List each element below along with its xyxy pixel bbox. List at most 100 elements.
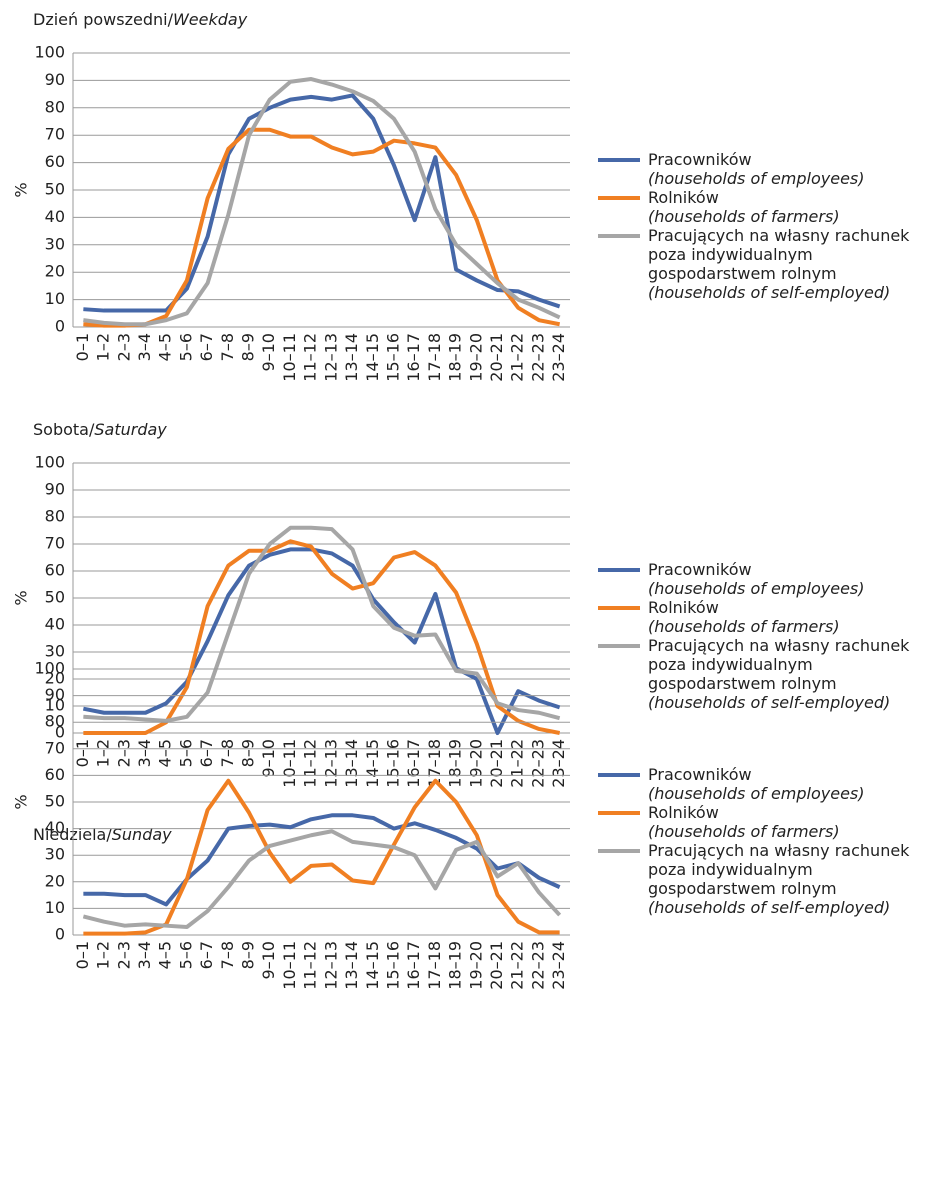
y-tick-label: 30	[45, 642, 65, 661]
x-tick-label: 13–14	[342, 739, 361, 788]
x-tick-label: 5–6	[176, 941, 195, 969]
x-tick-label: 9–10	[259, 941, 278, 980]
y-tick-label: 60	[45, 152, 65, 171]
legend-swatch	[598, 644, 640, 648]
y-tick-label: 0	[55, 317, 65, 336]
legend-swatch	[598, 811, 640, 815]
x-tick-label: 22–23	[528, 739, 547, 788]
series-line	[82, 547, 561, 735]
y-tick-label: 40	[45, 818, 65, 837]
x-tick-label: 20–21	[487, 941, 506, 990]
legend-item: Rolników (households of farmers)	[598, 598, 938, 636]
x-tick-label: 3–4	[135, 739, 154, 767]
x-tick-label: 6–7	[197, 941, 216, 969]
y-tick-label: 20	[45, 262, 65, 281]
legend-item: Rolników (households of farmers)	[598, 188, 938, 226]
title-part: Sunday	[112, 825, 172, 844]
y-tick-label: 20	[45, 871, 65, 890]
x-tick-label: 2–3	[114, 941, 133, 969]
x-tick-label: 21–22	[508, 739, 527, 788]
x-tick-label: 23–24	[549, 941, 568, 990]
y-tick-label: 100	[34, 43, 65, 62]
x-tick-label: 13–14	[342, 941, 361, 990]
y-tick-label: 70	[45, 125, 65, 144]
x-tick-label: 7–8	[218, 941, 237, 969]
y-axis-label: %	[12, 182, 31, 197]
x-tick-label: 7–8	[218, 333, 237, 361]
y-tick-label: 10	[45, 696, 65, 715]
x-tick-label: 5–6	[176, 333, 195, 361]
legend-item: Rolników (households of farmers)	[598, 803, 938, 841]
y-tick-label: 10	[45, 898, 65, 917]
x-tick-label: 12–13	[321, 941, 340, 990]
x-tick-label: 15–16	[383, 333, 402, 382]
x-tick-label: 23–24	[549, 739, 568, 788]
x-tick-label: 6–7	[197, 333, 216, 361]
y-tick-label: 70	[45, 738, 65, 757]
x-tick-label: 21–22	[508, 333, 527, 382]
x-tick-label: 22–23	[528, 941, 547, 990]
y-tick-label: 10	[45, 289, 65, 308]
x-tick-label: 19–20	[466, 333, 485, 382]
x-tick-label: 18–19	[446, 333, 465, 382]
x-tick-label: 15–16	[383, 739, 402, 788]
x-tick-label: 16–17	[404, 739, 423, 788]
x-tick-label: 8–9	[239, 941, 258, 969]
legend-swatch	[598, 158, 640, 162]
x-tick-label: 15–16	[383, 941, 402, 990]
series-line	[83, 539, 561, 735]
series-line	[82, 829, 562, 930]
x-tick-label: 3–4	[135, 333, 154, 361]
y-tick-label: 0	[55, 925, 65, 944]
legend-swatch	[598, 849, 640, 853]
legend-swatch	[598, 773, 640, 777]
x-tick-label: 21–22	[508, 941, 527, 990]
x-tick-label: 16–17	[404, 333, 423, 382]
y-tick-label: 90	[45, 480, 65, 499]
legend-name: Pracowników	[648, 765, 752, 784]
legend-name-en: (households of employees)	[648, 784, 865, 803]
y-tick-label: 30	[45, 234, 65, 253]
legend-name: Pracujących na własny rachunek poza indy…	[648, 226, 910, 283]
x-tick-label: 0–1	[73, 739, 92, 767]
y-axis-label: %	[12, 590, 31, 605]
y-tick-label: 80	[45, 97, 65, 116]
legend-item: Pracujących na własny rachunek poza indy…	[598, 636, 938, 712]
legend: Pracowników (households of employees) Roln…	[598, 765, 938, 917]
legend-name-en: (households of farmers)	[648, 207, 840, 226]
x-tick-label: 12–13	[321, 739, 340, 788]
x-tick-label: 7–8	[218, 739, 237, 767]
x-tick-label: 20–21	[487, 333, 506, 382]
legend-swatch	[598, 234, 640, 238]
x-tick-label: 2–3	[114, 739, 133, 767]
y-tick-label: 30	[45, 845, 65, 864]
title-part: Dzień powszedni/	[33, 10, 174, 29]
title-part: Sobota/	[33, 420, 95, 439]
x-tick-label: 11–12	[301, 739, 320, 788]
series-line	[83, 525, 561, 723]
x-tick-label: 8–9	[239, 739, 258, 767]
x-tick-label: 1–2	[94, 739, 113, 767]
y-tick-label: 0	[55, 723, 65, 742]
y-axis-label: %	[12, 794, 31, 809]
legend-item: Pracowników (households of employees)	[598, 560, 938, 598]
y-tick-label: 60	[45, 765, 65, 784]
x-tick-label: 13–14	[342, 333, 361, 382]
y-tick-label: 40	[45, 207, 65, 226]
y-tick-label: 90	[45, 685, 65, 704]
chart-title: Dzień powszedni/Weekday	[33, 10, 248, 29]
series-line	[83, 93, 561, 313]
x-tick-label: 14–15	[363, 739, 382, 788]
y-tick-label: 100	[34, 659, 65, 678]
x-tick-label: 10–11	[280, 941, 299, 990]
x-tick-label: 4–5	[156, 941, 175, 969]
y-tick-label: 50	[45, 792, 65, 811]
x-tick-label: 1–2	[94, 941, 113, 969]
x-tick-label: 12–13	[321, 333, 340, 382]
legend-item: Pracujących na własny rachunek poza indy…	[598, 841, 938, 917]
chart-title: Sobota/Saturday	[33, 420, 167, 439]
legend-name-en: (households of farmers)	[648, 617, 840, 636]
y-tick-label: 90	[45, 70, 65, 89]
